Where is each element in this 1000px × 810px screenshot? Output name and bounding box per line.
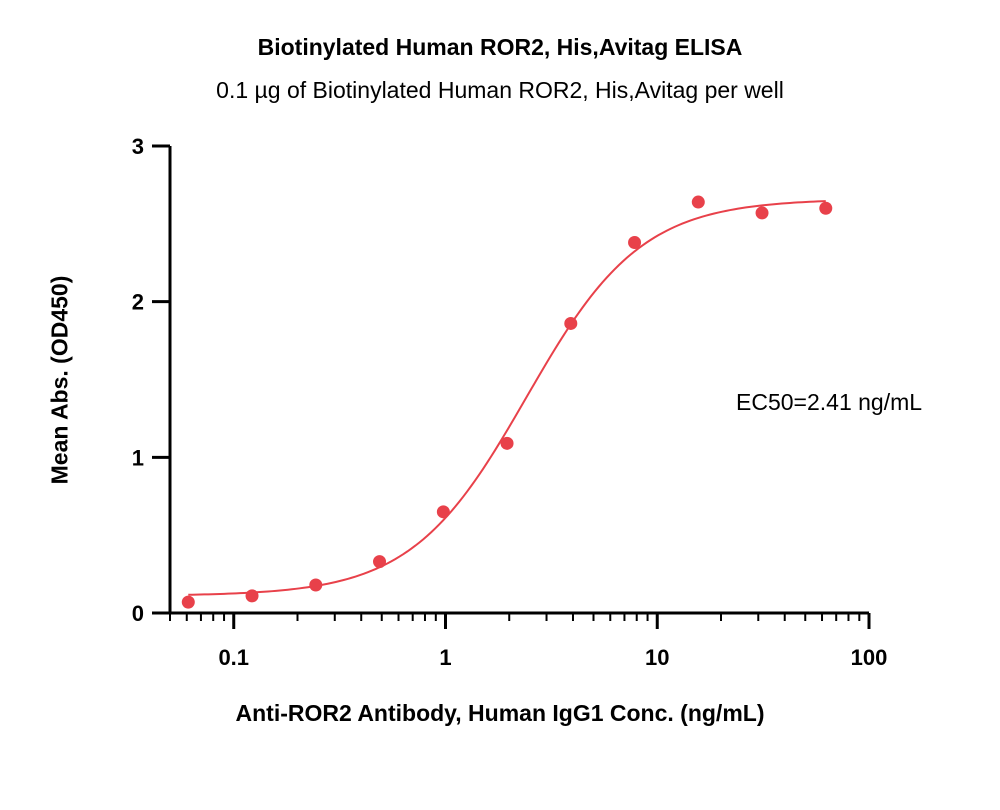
data-points	[181, 195, 833, 609]
x-tick-label: 0.1	[218, 645, 249, 670]
axes: 0 1 2 3 0.1 1 10 100	[132, 134, 888, 670]
data-point	[755, 206, 769, 220]
y-tick-label: 2	[132, 290, 144, 315]
y-axis-label: Mean Abs. (OD450)	[46, 275, 73, 485]
data-point	[245, 589, 259, 603]
x-tick-label: 100	[851, 645, 888, 670]
y-tick-label: 3	[132, 134, 144, 159]
data-point	[628, 236, 642, 250]
y-tick-label: 0	[132, 601, 144, 626]
chart-subtitle: 0.1 µg of Biotinylated Human ROR2, His,A…	[216, 77, 784, 103]
data-point	[819, 201, 833, 215]
chart-title: Biotinylated Human ROR2, His,Avitag ELIS…	[257, 34, 743, 60]
data-point	[500, 436, 514, 450]
data-point	[436, 505, 450, 519]
data-point	[309, 578, 323, 592]
x-tick-label: 10	[645, 645, 669, 670]
y-tick-label: 1	[132, 445, 144, 470]
data-point	[564, 316, 578, 330]
data-point	[691, 195, 705, 209]
fit-curve-group	[188, 200, 826, 596]
data-point	[373, 555, 387, 569]
ec50-annotation: EC50=2.41 ng/mL	[736, 389, 923, 415]
fit-curve	[188, 200, 826, 596]
data-point	[181, 595, 195, 609]
x-axis-label: Anti-ROR2 Antibody, Human IgG1 Conc. (ng…	[235, 700, 765, 726]
x-tick-label: 1	[439, 645, 451, 670]
